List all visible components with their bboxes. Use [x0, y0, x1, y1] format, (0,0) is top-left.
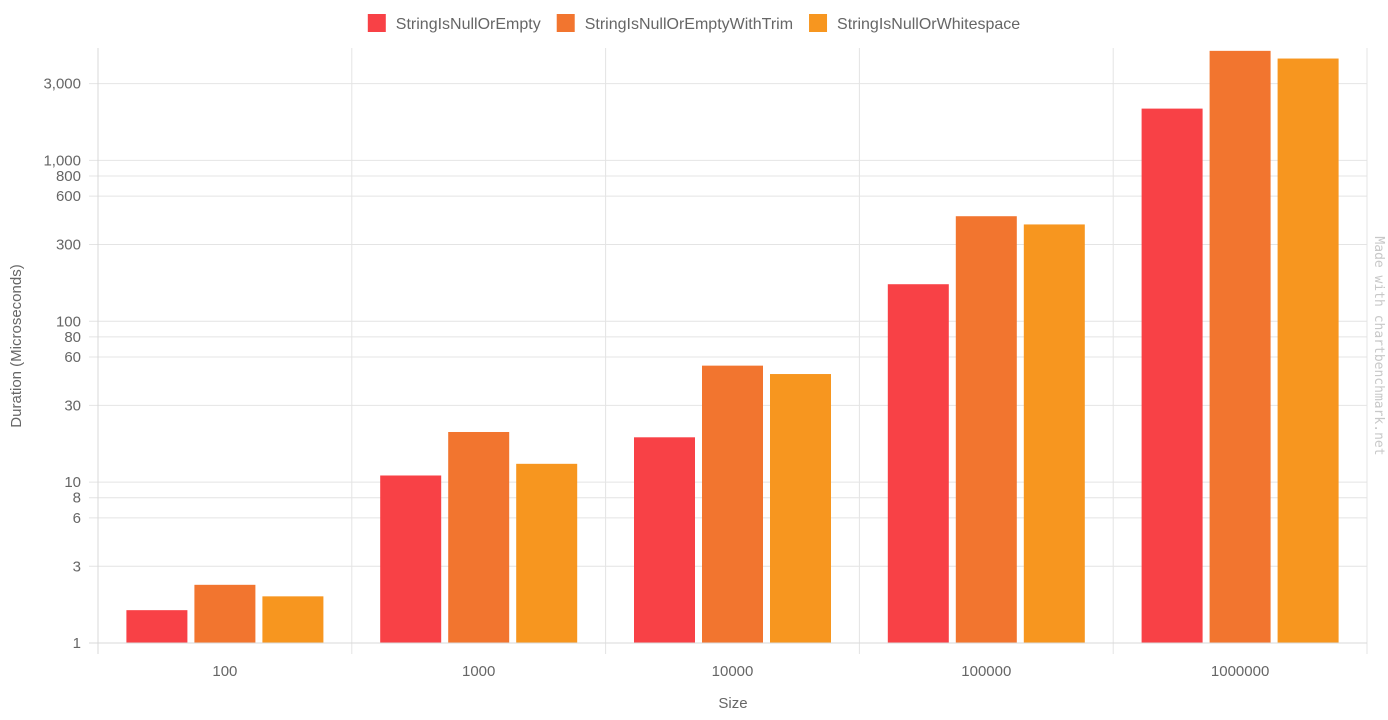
y-tick-label: 600: [56, 188, 81, 205]
bar-StringIsNullOrWhitespace-100: [262, 596, 324, 643]
bar-StringIsNullOrEmpty-1000000: [1141, 108, 1203, 643]
x-tick-label: 10000: [712, 663, 754, 680]
y-axis-title: Duration (Microseconds): [8, 264, 25, 427]
y-tick-label: 1: [73, 635, 81, 652]
y-tick-label: 3,000: [43, 76, 81, 93]
watermark: Made with chartbenchmark.net: [1371, 236, 1386, 455]
y-tick-label: 800: [56, 168, 81, 185]
y-tick-label: 80: [64, 329, 81, 346]
legend-label: StringIsNullOrWhitespace: [837, 16, 1020, 33]
y-tick-label: 1,000: [43, 152, 81, 169]
bars: [126, 50, 1339, 644]
bar-StringIsNullOrEmpty-100000: [887, 284, 949, 643]
x-tick-label: 1000: [462, 663, 495, 680]
y-tick-label: 30: [64, 397, 81, 414]
y-tick-label: 8: [73, 490, 81, 507]
legend-label: StringIsNullOrEmpty: [396, 16, 541, 33]
x-tick-label: 100000: [961, 663, 1011, 680]
y-tick-label: 100: [56, 313, 81, 330]
bar-StringIsNullOrEmptyWithTrim-1000000: [1209, 50, 1271, 644]
x-axis-title: Size: [718, 695, 747, 712]
y-tick-label: 6: [73, 510, 81, 527]
legend: StringIsNullOrEmpty StringIsNullOrEmptyWi…: [367, 14, 1020, 33]
legend-swatch: [809, 14, 828, 32]
y-tick-label: 60: [64, 349, 81, 366]
y-tick-label: 3: [73, 558, 81, 575]
y-tick-label: 300: [56, 237, 81, 254]
y-tick-label: 10: [64, 474, 81, 491]
x-tick-label: 1000000: [1211, 663, 1269, 680]
bar-StringIsNullOrEmptyWithTrim-10000: [702, 365, 763, 643]
legend-swatch: [367, 14, 386, 32]
bar-StringIsNullOrEmptyWithTrim-100000: [955, 216, 1017, 643]
x-tick-label: 100: [212, 663, 237, 680]
bar-StringIsNullOrWhitespace-100000: [1023, 224, 1085, 644]
bar-StringIsNullOrEmpty-1000: [380, 475, 442, 643]
bar-StringIsNullOrEmpty-10000: [634, 437, 695, 643]
bar-StringIsNullOrEmpty-100: [126, 610, 188, 643]
bar-StringIsNullOrWhitespace-1000: [516, 463, 578, 643]
bar-StringIsNullOrEmptyWithTrim-1000: [448, 431, 510, 643]
bar-StringIsNullOrWhitespace-10000: [770, 374, 831, 643]
legend-label: StringIsNullOrEmptyWithTrim: [585, 16, 793, 33]
legend-swatch: [556, 14, 575, 32]
bar-StringIsNullOrEmptyWithTrim-100: [194, 584, 256, 643]
bar-StringIsNullOrWhitespace-1000000: [1277, 58, 1339, 643]
